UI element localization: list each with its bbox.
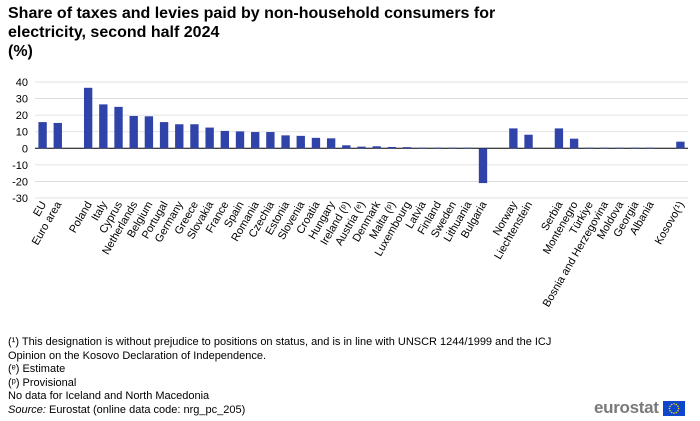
- bar: [478, 148, 488, 184]
- bar: [448, 147, 457, 149]
- bar: [463, 147, 472, 149]
- bar: [554, 128, 564, 149]
- source-label: Source:: [8, 403, 46, 416]
- bar: [372, 146, 381, 149]
- flag-star: [675, 403, 677, 405]
- footnote-provisional: (ᵖ) Provisional: [8, 376, 77, 389]
- footnotes: (¹) This designation is without prejudic…: [8, 336, 551, 417]
- bars: [38, 87, 685, 184]
- bar: [569, 138, 579, 149]
- bar: [311, 137, 321, 149]
- bar: [402, 147, 412, 149]
- bar: [251, 132, 260, 149]
- y-tick-label: 20: [16, 110, 28, 122]
- bar: [342, 145, 351, 149]
- y-tick-label: 10: [16, 127, 28, 139]
- chart-title: Share of taxes and levies paid by non-ho…: [8, 4, 608, 61]
- footnote-no-data: No data for Iceland and North Macedonia: [8, 390, 210, 402]
- bar: [418, 147, 427, 149]
- logo-text: eurostat: [594, 398, 659, 417]
- bar: [676, 141, 685, 149]
- bar: [38, 122, 47, 149]
- flag-star: [672, 402, 675, 405]
- footnote-kosovo-1: (¹) This designation is without prejudic…: [8, 336, 552, 348]
- bar: [387, 146, 397, 149]
- bar: [159, 122, 169, 149]
- flag-star: [668, 409, 671, 412]
- source-text: Eurostat (online data code: nrg_pc_205): [45, 403, 246, 416]
- y-axis: -30 -20 -10 0 10 20 30 40: [12, 77, 28, 205]
- x-tick-label: Kosovo(¹): [653, 200, 687, 247]
- bar: [600, 147, 609, 149]
- y-tick-label: -20: [12, 176, 28, 188]
- chart-unit: (%): [8, 43, 33, 60]
- flag-star: [670, 411, 673, 413]
- bar: [524, 134, 533, 149]
- eurostat-logo: eurostat: [594, 398, 685, 417]
- flag-star: [677, 407, 680, 409]
- bar: [296, 135, 305, 149]
- eu-flag-icon: [662, 400, 685, 416]
- footnote-kosovo-2: Opinion on the Kosovo Declaration of Ind…: [8, 349, 267, 362]
- y-tick-label: 30: [16, 94, 28, 106]
- bar: [83, 87, 93, 149]
- flag-star: [670, 403, 673, 405]
- bar: [326, 138, 336, 149]
- source-line: Source: Eurostat (online data code: nrg_…: [8, 404, 551, 418]
- bar: [220, 130, 230, 149]
- bar: [53, 122, 62, 149]
- y-tick-label: -30: [12, 193, 28, 205]
- bar: [190, 124, 199, 149]
- bar: [615, 147, 624, 149]
- flag-star: [668, 404, 671, 407]
- bar: [433, 147, 442, 149]
- bar: [129, 115, 138, 149]
- flag-star: [676, 404, 679, 407]
- flag-star: [668, 407, 670, 409]
- bar: [114, 106, 123, 149]
- bar: [235, 131, 245, 149]
- bar: [266, 132, 275, 149]
- bar: [645, 147, 655, 149]
- bar: [281, 135, 290, 149]
- flag-star: [672, 411, 675, 414]
- flag-star: [675, 411, 677, 413]
- bar: [585, 147, 594, 149]
- bar: [175, 124, 184, 149]
- bar: [144, 116, 154, 149]
- bar: [99, 104, 108, 149]
- bar: [357, 146, 366, 149]
- y-tick-label: 40: [16, 77, 28, 89]
- bar: [630, 147, 640, 149]
- chart-title-line-2: electricity, second half 2024: [8, 24, 220, 41]
- chart-title-line-1: Share of taxes and levies paid by non-ho…: [8, 5, 496, 22]
- flag-star: [676, 409, 679, 412]
- footnote-estimate: (ᵉ) Estimate: [8, 363, 66, 375]
- bar: [509, 128, 518, 149]
- y-tick-label: -10: [12, 160, 28, 172]
- y-tick-label: 0: [22, 143, 28, 155]
- bar: [205, 127, 214, 149]
